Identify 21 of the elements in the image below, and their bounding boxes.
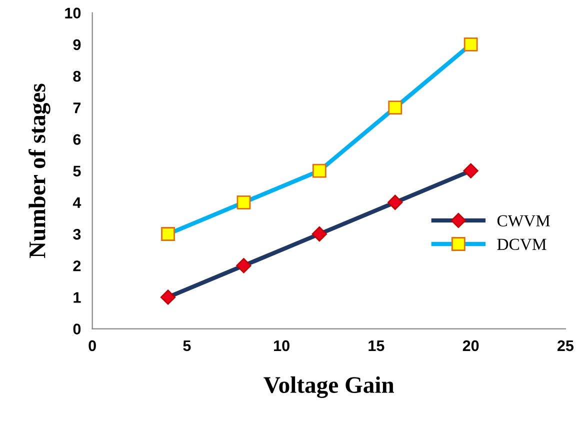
y-tick-label: 4 — [72, 197, 82, 208]
y-tick-label: 7 — [73, 102, 81, 114]
legend-label: CWVM — [497, 215, 550, 227]
x-tick-label: 10 — [274, 340, 290, 352]
x-tick-label: 5 — [183, 340, 191, 352]
y-tick-label: 9 — [73, 39, 81, 50]
y-tick-label: 0 — [73, 324, 81, 334]
x-tick-label: 0 — [88, 340, 96, 352]
y-axis-title: Number of stages — [28, 84, 50, 258]
x-tick-label: 20 — [462, 340, 479, 352]
y-tick-label: 3 — [73, 228, 81, 240]
y-tick-label: 5 — [73, 166, 81, 176]
x-tick-label: 15 — [368, 340, 384, 352]
y-tick-label: 6 — [73, 134, 81, 145]
x-tick-label: 25 — [557, 340, 574, 352]
x-axis-title: Voltage Gain — [264, 376, 394, 398]
y-tick-label: 8 — [73, 70, 81, 82]
y-tick-label: 2 — [73, 260, 81, 272]
legend-label: DCVM — [497, 238, 546, 250]
y-tick-label: 10 — [65, 8, 81, 18]
y-tick-label: 1 — [74, 292, 81, 303]
